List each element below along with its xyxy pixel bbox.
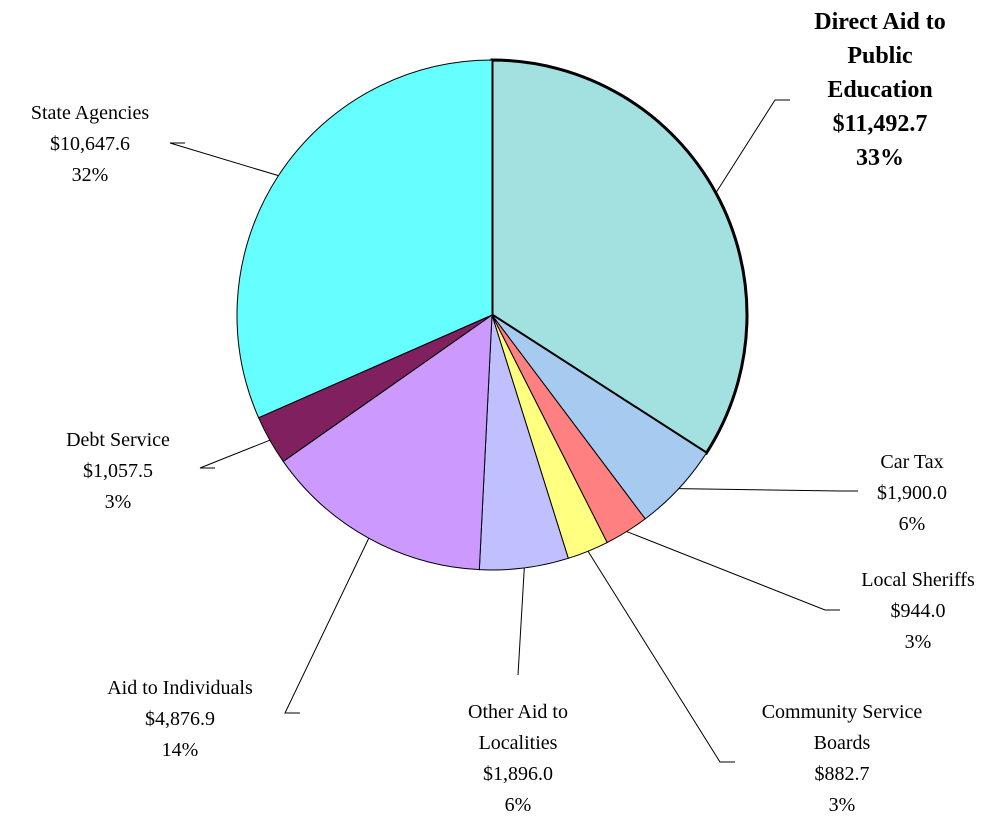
slice-label: Debt Service $1,057.5 3% xyxy=(38,425,198,518)
slice-label: Direct Aid to Public Education $11,492.7 3… xyxy=(795,5,965,175)
category-label: Debt Service xyxy=(66,429,170,451)
value-label: $944.0 xyxy=(890,600,946,622)
slice-label: Car Tax $1,900.0 6% xyxy=(852,447,972,540)
leader-line xyxy=(517,567,525,676)
category-label: State Agencies xyxy=(30,102,150,124)
leader-line xyxy=(169,142,279,177)
pie-slice xyxy=(236,59,493,419)
leader-line xyxy=(199,439,271,469)
category-label: Local Sheriffs xyxy=(861,569,975,591)
value-label: $882.7 xyxy=(814,763,870,785)
value-label: $11,492.7 xyxy=(832,111,928,137)
percent-label: 3% xyxy=(904,631,932,653)
category-label: Other Aid to Localities xyxy=(468,701,568,754)
slice-label: Community Service Boards $882.7 3% xyxy=(735,697,950,821)
slice-label: Local Sheriffs $944.0 3% xyxy=(833,565,1002,658)
category-label: Direct Aid to Public Education xyxy=(814,9,946,103)
leader-line xyxy=(284,538,370,714)
leader-line xyxy=(678,488,858,492)
value-label: $4,876.9 xyxy=(145,708,215,730)
category-label: Community Service Boards xyxy=(761,701,923,754)
value-label: $10,647.6 xyxy=(50,133,130,155)
category-label: Aid to Individuals xyxy=(107,677,253,699)
value-label: $1,896.0 xyxy=(483,763,553,785)
leader-line xyxy=(715,99,790,194)
category-label: Car Tax xyxy=(880,451,944,473)
percent-label: 6% xyxy=(504,794,532,816)
slice-label: Aid to Individuals $4,876.9 14% xyxy=(70,673,290,766)
percent-label: 3% xyxy=(104,491,132,513)
value-label: $1,900.0 xyxy=(877,482,947,504)
pie-slice xyxy=(490,58,749,456)
percent-label: 3% xyxy=(828,794,856,816)
slice-label: State Agencies $10,647.6 32% xyxy=(0,98,180,191)
percent-label: 14% xyxy=(161,739,199,761)
slice-label: Other Aid to Localities $1,896.0 6% xyxy=(438,697,598,821)
value-label: $1,057.5 xyxy=(83,460,153,482)
percent-label: 6% xyxy=(898,513,926,535)
percent-label: 32% xyxy=(71,164,109,186)
leader-line xyxy=(626,531,840,611)
percent-label: 33% xyxy=(856,145,904,171)
leader-line xyxy=(587,550,735,763)
